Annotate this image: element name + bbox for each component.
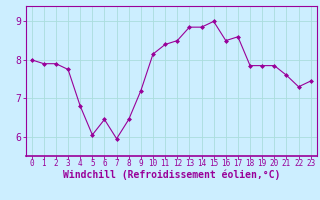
X-axis label: Windchill (Refroidissement éolien,°C): Windchill (Refroidissement éolien,°C) xyxy=(62,169,280,180)
